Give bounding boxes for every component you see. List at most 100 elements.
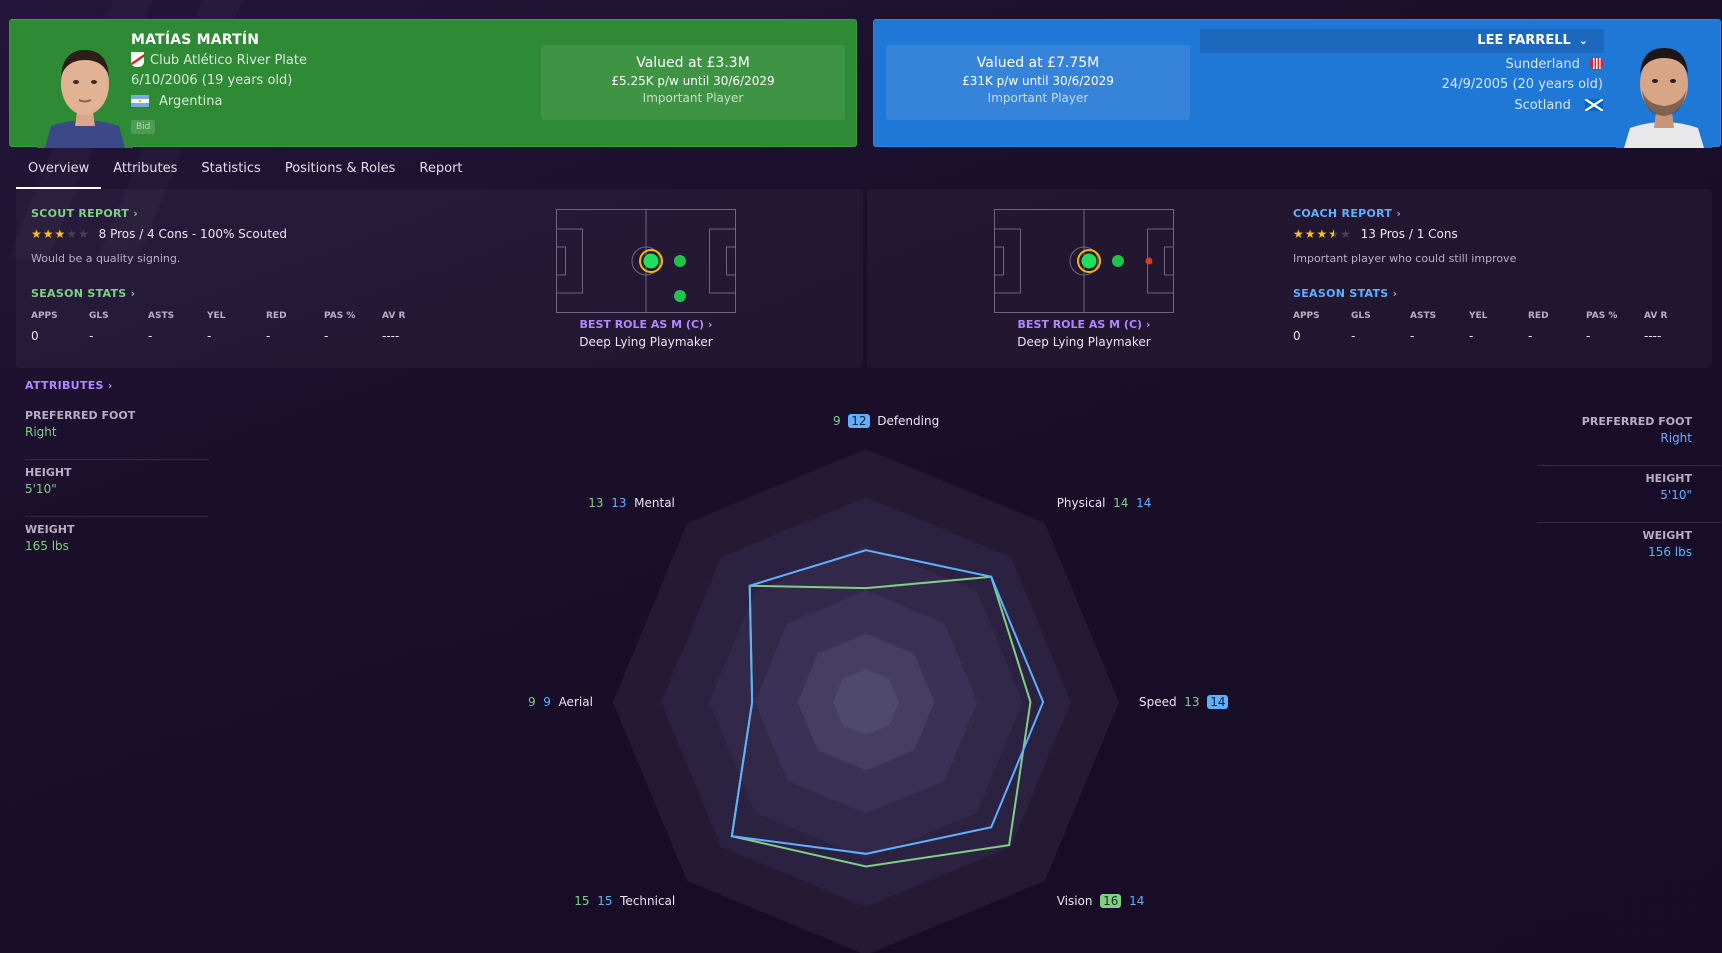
right-player-nation[interactable]: Scotland bbox=[1514, 98, 1604, 113]
stat-value: - bbox=[207, 329, 212, 343]
left-player-name[interactable]: MATÍAS MARTÍN bbox=[131, 32, 260, 48]
right-position-pitch[interactable] bbox=[994, 209, 1174, 313]
right-player-club-name: Sunderland bbox=[1505, 57, 1580, 72]
player-selector-dropdown[interactable]: LEE FARRELL ⌄ bbox=[1200, 29, 1604, 53]
radar-label-technical[interactable]: 15 15 Technical bbox=[574, 894, 675, 908]
right-value: 14 bbox=[1136, 496, 1152, 511]
radar-label-mental[interactable]: 13 13 Mental bbox=[588, 496, 675, 510]
stat-header: AV R bbox=[1644, 311, 1668, 321]
radar-label-physical[interactable]: Physical 14 14 bbox=[1057, 496, 1152, 510]
tab-bar: Overview Attributes Statistics Positions… bbox=[16, 155, 475, 189]
stat-header: GLS bbox=[89, 311, 109, 321]
stat-value: - bbox=[1469, 329, 1474, 343]
left-player-club-name: Club Atlético River Plate bbox=[150, 53, 307, 68]
right-season-stats-table: APPS GLS ASTS YEL RED PAS % AV R 0 - - -… bbox=[1293, 311, 1704, 343]
stat-value: - bbox=[148, 329, 153, 343]
right-season-stats-link[interactable]: SEASON STATS › bbox=[1293, 287, 1398, 300]
right-best-role-link[interactable]: BEST ROLE AS M (C) › bbox=[984, 318, 1184, 331]
right-value: 13 bbox=[611, 496, 627, 511]
radar-label-speed[interactable]: Speed 13 14 bbox=[1139, 695, 1229, 709]
argentina-flag-icon bbox=[131, 95, 149, 107]
tab-attributes[interactable]: Attributes bbox=[113, 161, 178, 176]
stat-header: ASTS bbox=[1410, 311, 1437, 321]
left-value: 9 bbox=[528, 695, 536, 709]
right-foot-label: PREFERRED FOOT bbox=[1581, 415, 1692, 428]
left-player-nation[interactable]: Argentina bbox=[131, 94, 222, 109]
left-value: 9 bbox=[833, 414, 841, 428]
left-season-stats-link[interactable]: SEASON STATS › bbox=[31, 287, 136, 300]
stat-value: 0 bbox=[31, 329, 39, 343]
axis-name: Technical bbox=[620, 893, 676, 908]
left-player-club[interactable]: Club Atlético River Plate bbox=[131, 52, 307, 68]
coach-report-link[interactable]: COACH REPORT › bbox=[1293, 207, 1401, 220]
right-value: 9 bbox=[543, 695, 551, 709]
right-value: 15 bbox=[597, 893, 613, 908]
left-player-dob: 6/10/2006 (19 years old) bbox=[131, 73, 293, 88]
star-icon: ★ bbox=[31, 227, 43, 241]
stat-header: YEL bbox=[1469, 311, 1488, 321]
left-overview-panel: SCOUT REPORT › ★★★★★ 8 Pros / 4 Cons - 1… bbox=[16, 189, 863, 368]
left-weight-value: 165 lbs bbox=[25, 539, 69, 553]
right-foot-value: Right bbox=[1660, 431, 1692, 445]
axis-name: Vision bbox=[1056, 893, 1093, 908]
left-best-role-link[interactable]: BEST ROLE AS M (C) › bbox=[546, 318, 746, 331]
stat-header: YEL bbox=[207, 311, 226, 321]
right-player-club[interactable]: Sunderland bbox=[1505, 56, 1603, 72]
attributes-label: ATTRIBUTES bbox=[25, 379, 104, 392]
left-foot-value: Right bbox=[25, 425, 57, 439]
stat-header: PAS % bbox=[1586, 311, 1618, 321]
left-season-stats-table: APPS GLS ASTS YEL RED PAS % AV R 0 - - -… bbox=[31, 311, 442, 343]
right-height-label: HEIGHT bbox=[1645, 472, 1692, 485]
left-position-pitch[interactable] bbox=[556, 209, 736, 313]
attributes-link[interactable]: ATTRIBUTES › bbox=[25, 379, 113, 392]
left-report-summary: Would be a quality signing. bbox=[31, 252, 181, 265]
stat-value: ---- bbox=[382, 329, 400, 343]
tab-statistics[interactable]: Statistics bbox=[201, 161, 261, 176]
stat-header: APPS bbox=[31, 311, 58, 321]
right-player-name: LEE FARRELL bbox=[1477, 33, 1571, 48]
chevron-right-icon: › bbox=[107, 379, 113, 392]
left-height-value: 5'10" bbox=[25, 482, 57, 496]
stat-header: RED bbox=[1528, 311, 1549, 321]
right-player-photo bbox=[1616, 34, 1712, 148]
half-star-icon: ★ bbox=[1328, 227, 1341, 241]
stat-value: - bbox=[266, 329, 271, 343]
best-role-label: BEST ROLE AS M (C) bbox=[1017, 318, 1143, 331]
left-player-nation-name: Argentina bbox=[159, 94, 223, 109]
chevron-right-icon: › bbox=[1392, 287, 1398, 300]
stat-value: - bbox=[1586, 329, 1591, 343]
right-height-value: 5'10" bbox=[1660, 488, 1692, 502]
radar-label-defending[interactable]: 9 12 Defending bbox=[833, 414, 939, 428]
stat-header: GLS bbox=[1351, 311, 1371, 321]
right-status: Important Player bbox=[987, 91, 1089, 105]
right-weight-label: WEIGHT bbox=[1642, 529, 1692, 542]
axis-name: Physical bbox=[1056, 496, 1106, 511]
divider bbox=[1537, 465, 1721, 466]
chevron-right-icon: › bbox=[707, 318, 713, 331]
right-weight-value: 156 lbs bbox=[1648, 545, 1692, 559]
divider bbox=[25, 459, 209, 460]
tab-positions-roles[interactable]: Positions & Roles bbox=[284, 161, 396, 176]
radar-label-aerial[interactable]: 9 9 Aerial bbox=[528, 695, 593, 709]
tab-report[interactable]: Report bbox=[419, 161, 463, 176]
bid-tag[interactable]: Bid bbox=[131, 120, 156, 134]
tab-overview[interactable]: Overview bbox=[16, 155, 102, 189]
stat-value: ---- bbox=[1644, 329, 1662, 343]
right-value-badge: 12 bbox=[848, 414, 870, 428]
star-icon: ★ bbox=[1340, 227, 1352, 241]
radar-series-right bbox=[730, 549, 1045, 855]
right-pros-cons: 13 Pros / 1 Cons bbox=[1360, 227, 1458, 241]
star-icon: ★ bbox=[54, 227, 67, 241]
radar-label-vision[interactable]: Vision 16 14 bbox=[1056, 893, 1144, 908]
divider bbox=[25, 516, 209, 517]
right-player-dob: 24/9/2005 (20 years old) bbox=[1441, 77, 1603, 92]
stat-header: ASTS bbox=[148, 311, 175, 321]
scout-report-label: SCOUT REPORT bbox=[31, 207, 130, 220]
radar-ring bbox=[833, 669, 899, 735]
right-wage: £31K p/w until 30/6/2029 bbox=[962, 74, 1114, 88]
stat-value: - bbox=[324, 329, 329, 343]
left-value: Valued at £3.3M bbox=[636, 55, 750, 71]
stat-header: AV R bbox=[382, 311, 406, 321]
scout-report-link[interactable]: SCOUT REPORT › bbox=[31, 207, 138, 220]
